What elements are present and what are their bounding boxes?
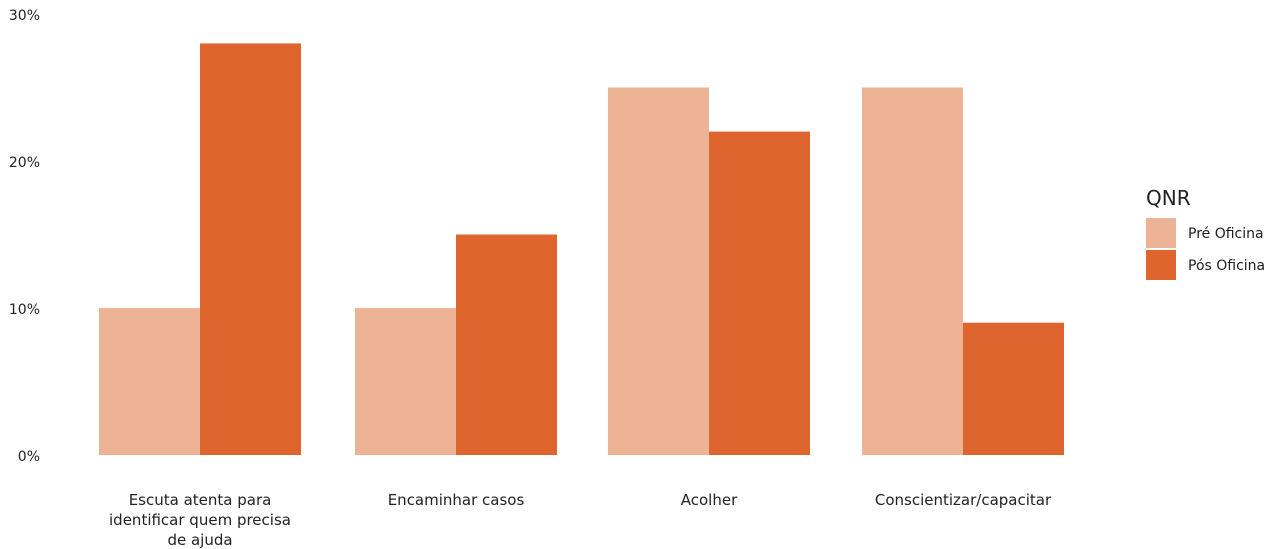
bar-pre-oficina: [608, 87, 709, 455]
y-tick-label: 20%: [9, 155, 40, 171]
y-tick-label: 30%: [9, 8, 40, 24]
x-category-label: Conscientizar/capacitar: [875, 491, 1052, 509]
bar-pos-oficina: [709, 131, 810, 455]
y-tick-label: 10%: [9, 302, 40, 318]
x-category-label: Escuta atenta para identificar quem preci…: [109, 491, 291, 549]
legend-items: Pré Oficina Pós Oficina: [1146, 218, 1265, 280]
y-axis: 0% 10% 20% 30%: [9, 8, 40, 465]
x-category-label: Acolher: [681, 491, 738, 509]
legend-title: QNR: [1146, 186, 1191, 210]
legend-swatch: [1146, 218, 1176, 248]
bar-pre-oficina: [862, 87, 963, 455]
legend: QNR Pré Oficina Pós Oficina: [1146, 186, 1265, 280]
x-category-label: Encaminhar casos: [388, 491, 525, 509]
y-tick-label: 0%: [18, 449, 40, 465]
bar-pre-oficina: [355, 308, 456, 455]
bar-pos-oficina: [200, 43, 301, 456]
x-axis: Escuta atenta para identificar quem preci…: [109, 491, 1052, 549]
legend-label: Pré Oficina: [1188, 226, 1264, 242]
legend-swatch: [1146, 250, 1176, 280]
bar-pos-oficina: [456, 234, 557, 455]
bar-pos-oficina: [963, 322, 1064, 455]
bars: [99, 43, 1064, 456]
bar-pre-oficina: [99, 308, 200, 455]
legend-label: Pós Oficina: [1188, 258, 1265, 274]
